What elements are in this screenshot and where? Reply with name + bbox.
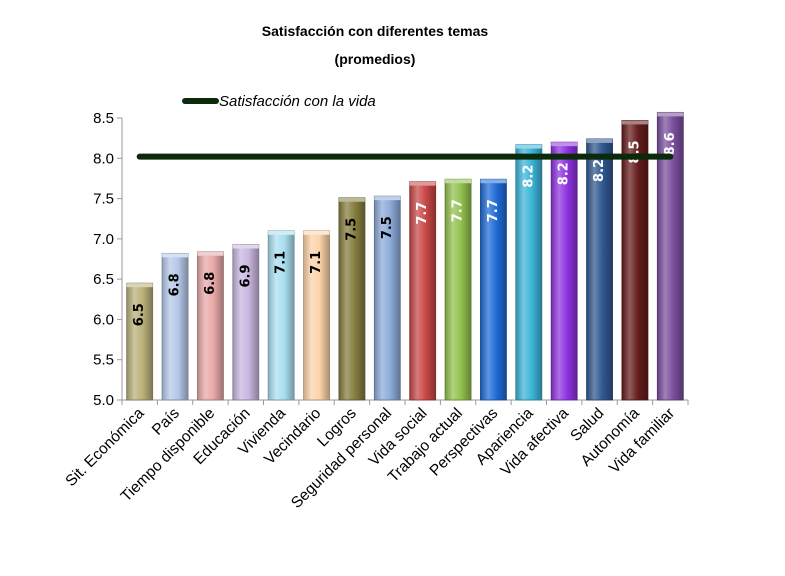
bar-cap [303,230,330,235]
y-tick-label: 6.5 [93,271,114,288]
y-tick-label: 6.0 [93,311,114,328]
y-tick-label: 7.0 [93,231,114,248]
bar-cap [126,283,153,288]
bar [197,251,224,401]
bar-cap [445,179,472,184]
bar [267,230,295,401]
bar [338,197,366,401]
y-tick-label: 7.5 [93,191,114,208]
bar-cap [621,120,648,125]
bar [480,178,507,401]
bar-data-label: 7.5 [380,216,395,239]
bar-cap [409,181,436,186]
bar-cap [338,197,365,202]
bar [656,111,684,401]
y-tick-label: 5.5 [93,352,114,369]
bar [586,138,613,401]
bar-data-label: 7.7 [415,202,430,225]
bar-data-label: 6.9 [238,264,253,287]
bar-data-label: 7.7 [486,199,501,222]
bar-cap [480,179,507,184]
bar-cap [268,230,295,235]
legend-label: Satisfacción con la vida [219,93,376,110]
bar-cap [586,138,613,143]
bar-cap [551,142,578,147]
bar-data-label: 7.1 [309,251,324,274]
chart-title: Satisfacción con diferentes temas [262,23,489,39]
bar [409,181,437,401]
bar-data-label: 8.2 [521,165,536,188]
bar-cap [197,251,224,256]
bar-data-label: 7.7 [451,199,466,222]
bar-data-label: 8.2 [592,159,607,182]
bar-data-label: 8.6 [663,132,678,155]
bar-data-label: 6.5 [132,303,147,326]
y-tick-label: 8.0 [93,150,114,167]
bar [550,141,578,401]
bar [126,282,154,401]
bar [515,144,543,401]
bar-data-label: 8.2 [557,162,572,185]
bar [161,252,189,401]
bar-cap [515,144,542,149]
y-tick-label: 5.0 [93,392,114,409]
bar-cap [232,244,259,249]
bar-cap [657,112,684,117]
bar-data-label: 7.1 [274,251,289,274]
bar-cap [374,196,401,201]
bar-data-label: 8.5 [627,140,642,163]
bar [373,195,401,401]
bar-data-label: 6.8 [168,273,183,296]
chart-subtitle: (promedios) [335,51,416,67]
bar-data-label: 6.8 [203,272,218,295]
bars: 6.5 6.8 6.8 6.9 7.1 7.1 7.5 7.5 7.7 7.7 7.7 8.2 8.2 8… [126,111,684,401]
y-tick-label: 8.5 [93,110,114,127]
bar-cap [162,253,189,258]
bar-data-label: 7.5 [344,218,359,241]
